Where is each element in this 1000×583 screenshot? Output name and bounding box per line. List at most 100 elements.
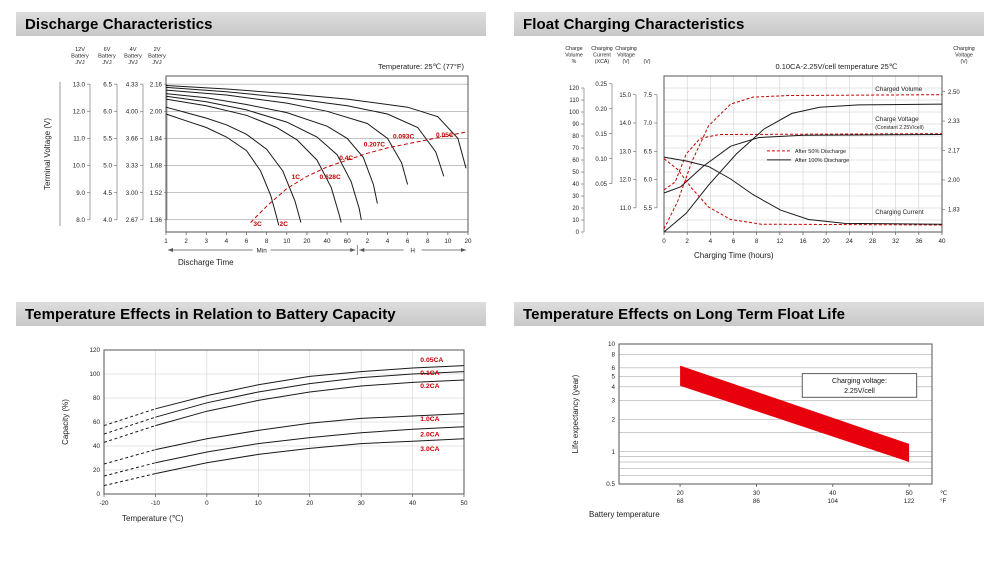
- svg-text:104: 104: [827, 498, 838, 505]
- svg-text:50: 50: [460, 500, 468, 507]
- svg-text:6: 6: [611, 365, 615, 372]
- svg-text:Capacity (%): Capacity (%): [61, 399, 70, 445]
- panel-temperature-capacity: Temperature Effects in Relation to Batte…: [16, 302, 486, 542]
- svg-text:(V): (V): [622, 59, 629, 65]
- svg-text:4.5: 4.5: [103, 190, 112, 197]
- svg-text:1.68: 1.68: [150, 163, 163, 170]
- svg-text:12.0: 12.0: [73, 108, 86, 115]
- float-charging-curves: Charged Volume Charge Voltage (Constant 2.…: [663, 86, 943, 233]
- svg-text:Min: Min: [257, 248, 268, 255]
- svg-text:℃: ℃: [940, 490, 947, 497]
- svg-text:2.25V/cell: 2.25V/cell: [844, 388, 875, 395]
- svg-text:40: 40: [409, 500, 417, 507]
- svg-text:3.33: 3.33: [126, 163, 139, 170]
- svg-text:80: 80: [93, 395, 101, 402]
- svg-text:16: 16: [799, 238, 807, 245]
- float-charging-chart: 0.10CA-2.25V/cell temperature 25℃ChargeV…: [565, 46, 975, 260]
- svg-text:2.33: 2.33: [948, 119, 960, 125]
- svg-text:-20: -20: [99, 500, 109, 507]
- svg-text:86: 86: [753, 498, 761, 505]
- svg-text:0.5: 0.5: [606, 481, 615, 488]
- svg-text:4: 4: [709, 238, 713, 245]
- svg-text:15.0: 15.0: [619, 93, 631, 99]
- svg-text:Battery: Battery: [98, 54, 116, 60]
- svg-text:°F: °F: [940, 497, 947, 505]
- svg-text:1: 1: [611, 449, 615, 456]
- svg-text:28: 28: [869, 238, 877, 245]
- svg-text:12.0: 12.0: [619, 178, 631, 184]
- discharge-curves: 3C 2C 1C 0.628C 0.4C 0.207C 0.093C 0.05C: [165, 85, 469, 228]
- svg-text:60: 60: [93, 419, 101, 426]
- svg-text:5.5: 5.5: [103, 136, 112, 143]
- svg-text:4: 4: [225, 238, 229, 245]
- svg-text:0: 0: [205, 500, 209, 507]
- svg-text:40: 40: [829, 490, 837, 497]
- svg-text:2V: 2V: [154, 47, 161, 53]
- svg-text:3: 3: [205, 238, 209, 245]
- svg-text:%: %: [572, 59, 577, 65]
- temperature-capacity-chart: -20 -10 0 10 20 30 40 50 0 20 40 60 80 100 120 Capacity…: [61, 347, 468, 523]
- svg-text:Battery: Battery: [148, 54, 166, 60]
- svg-text:3.00: 3.00: [126, 190, 139, 197]
- svg-text:3.66: 3.66: [126, 136, 139, 143]
- svg-text:0.2CA: 0.2CA: [420, 383, 439, 390]
- capacity-plot: -20 -10 0 10 20 30 40 50 0 20 40 60 80 100 120 Capacity…: [61, 347, 468, 523]
- page: Discharge Characteristics Temperature: 2…: [16, 12, 984, 542]
- svg-text:10: 10: [444, 238, 452, 245]
- svg-text:30: 30: [572, 194, 579, 200]
- svg-text:13.0: 13.0: [73, 81, 86, 88]
- svg-text:0.05: 0.05: [595, 182, 607, 188]
- svg-text:(V): (V): [643, 59, 650, 65]
- svg-text:40: 40: [938, 238, 946, 245]
- svg-text:0: 0: [662, 238, 666, 245]
- svg-text:50: 50: [906, 490, 914, 497]
- svg-text:60: 60: [344, 238, 352, 245]
- svg-text:36: 36: [915, 238, 923, 245]
- svg-text:5: 5: [611, 374, 615, 381]
- svg-text:2: 2: [611, 416, 615, 423]
- svg-text:Charging: Charging: [591, 46, 613, 52]
- svg-text:2: 2: [366, 238, 370, 245]
- svg-text:14.0: 14.0: [619, 121, 631, 127]
- svg-text:7.5: 7.5: [644, 93, 653, 99]
- svg-text:10: 10: [283, 238, 291, 245]
- svg-text:68: 68: [677, 498, 685, 505]
- svg-text:110: 110: [569, 98, 579, 104]
- svg-text:1C: 1C: [292, 174, 301, 181]
- svg-text:Battery temperature: Battery temperature: [589, 510, 660, 519]
- svg-text:8: 8: [426, 238, 430, 245]
- svg-text:4: 4: [386, 238, 390, 245]
- svg-text:5.5: 5.5: [644, 206, 653, 212]
- svg-text:6V: 6V: [104, 47, 111, 53]
- discharge-plot: Temperature: 25℃ (77°F)12VBatteryJVJ13.0…: [43, 47, 472, 267]
- svg-text:3.0CA: 3.0CA: [420, 446, 439, 453]
- svg-text:JVJ: JVJ: [152, 60, 162, 66]
- svg-text:6: 6: [406, 238, 410, 245]
- svg-text:4.0: 4.0: [103, 217, 112, 224]
- svg-text:10: 10: [572, 218, 579, 224]
- svg-text:10: 10: [255, 500, 263, 507]
- section-header-float-life: Temperature Effects on Long Term Float L…: [514, 302, 984, 326]
- svg-text:2.50: 2.50: [948, 90, 960, 96]
- float-life-band: [680, 365, 910, 462]
- capacity-curves: 0.05CA 0.1CA 0.2CA 1.0CA 2.0CA 3.0CA: [103, 357, 465, 487]
- svg-text:2.00: 2.00: [150, 108, 163, 115]
- svg-text:JVJ: JVJ: [102, 60, 112, 66]
- svg-text:6.5: 6.5: [644, 149, 653, 155]
- svg-text:10.0: 10.0: [73, 163, 86, 170]
- svg-text:20: 20: [93, 467, 101, 474]
- svg-text:30: 30: [753, 490, 761, 497]
- svg-text:8: 8: [755, 238, 759, 245]
- svg-text:20: 20: [677, 490, 685, 497]
- svg-text:80: 80: [572, 134, 579, 140]
- section-header-temperature-capacity: Temperature Effects in Relation to Batte…: [16, 302, 486, 326]
- svg-text:Charged Volume: Charged Volume: [875, 86, 922, 93]
- svg-text:After 100% Discharge: After 100% Discharge: [795, 158, 849, 164]
- svg-text:Battery: Battery: [71, 54, 89, 60]
- svg-text:Battery: Battery: [124, 54, 142, 60]
- svg-text:0.20: 0.20: [595, 107, 607, 113]
- svg-text:1: 1: [164, 238, 168, 245]
- svg-text:0.093C: 0.093C: [393, 133, 415, 140]
- svg-text:Volume: Volume: [565, 53, 583, 59]
- svg-text:Voltage: Voltage: [617, 53, 635, 59]
